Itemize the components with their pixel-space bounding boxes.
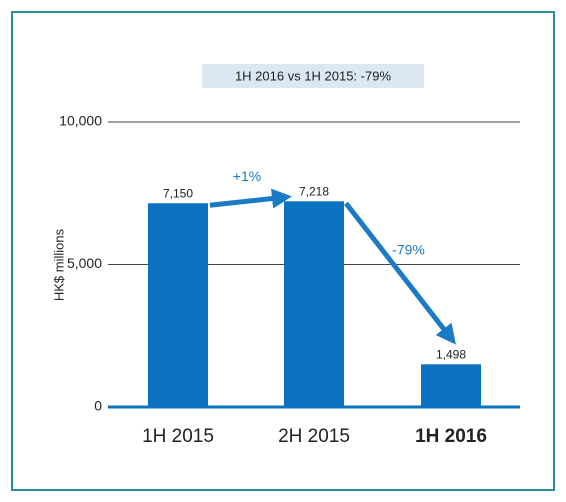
bar bbox=[284, 201, 344, 407]
arrow bbox=[344, 201, 456, 345]
y-tick-label: 0 bbox=[94, 398, 102, 414]
bar bbox=[421, 364, 481, 407]
subtitle: 1H 2016 vs 1H 2015: -79% bbox=[235, 68, 392, 83]
x-tick-label: 1H 2015 bbox=[142, 426, 214, 447]
value-label: 7,218 bbox=[299, 184, 329, 198]
subtitle-box bbox=[202, 64, 424, 88]
arrow bbox=[209, 188, 292, 209]
value-label: 7,150 bbox=[163, 186, 193, 200]
y-axis-label: HK$ millions bbox=[51, 228, 66, 301]
y-tick-label: 10,000 bbox=[59, 113, 102, 129]
annotation: +1% bbox=[233, 168, 261, 184]
frame bbox=[11, 11, 555, 491]
y-tick-label: 5,000 bbox=[67, 255, 102, 271]
bar bbox=[148, 203, 208, 407]
annotation: -79% bbox=[392, 242, 425, 258]
x-tick-label: 2H 2015 bbox=[278, 426, 350, 447]
x-tick-label: 1H 2016 bbox=[415, 426, 487, 447]
value-label: 1,498 bbox=[436, 347, 466, 361]
